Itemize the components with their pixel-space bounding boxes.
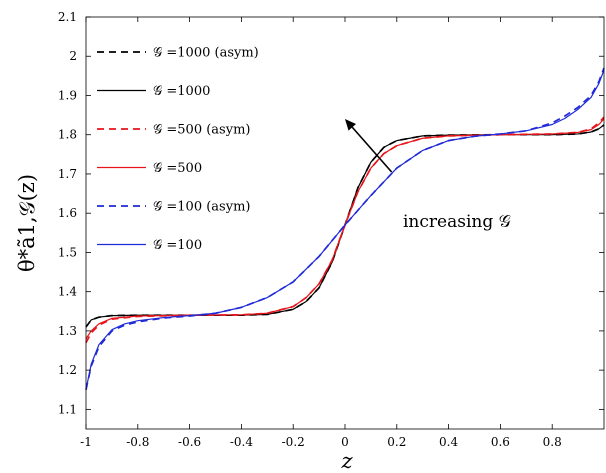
y-axis-label: θ*ã1,𝒢(z)	[15, 174, 39, 272]
legend-label: 𝒢 =1000	[153, 84, 210, 99]
x-tick-label: -1	[80, 435, 92, 449]
legend: 𝒢 =1000 (asym) 𝒢 =1000 𝒢 =500 (asym) 𝒢 =500…	[97, 46, 259, 253]
y-tick-label: 2	[69, 49, 77, 63]
y-axis-label-text: θ*ã1,𝒢(z)	[15, 174, 39, 272]
series-layer	[85, 67, 605, 390]
x-tick-label: -0.8	[126, 435, 149, 449]
y-tick-label: 1.9	[58, 88, 77, 102]
y-tick-label: 1.1	[58, 402, 77, 416]
y-tick-label: 1.2	[58, 363, 77, 377]
x-tick-label: 0.6	[491, 435, 510, 449]
x-tick-label: 0.2	[387, 435, 406, 449]
legend-label: 𝒢 =100 (asym)	[153, 200, 250, 215]
legend-label: 𝒢 =100	[153, 238, 202, 253]
x-tick-label: -0.6	[178, 435, 201, 449]
annotation: increasing 𝒢	[345, 119, 511, 232]
y-tick-label: 1.7	[58, 167, 77, 181]
x-tick-label: -0.4	[230, 435, 254, 449]
y-tick-label: 1.4	[58, 285, 77, 299]
series-line-5	[85, 67, 605, 390]
legend-label: 𝒢 =500 (asym)	[153, 123, 250, 138]
ticks-layer: -1 -0.8 -0.6 -0.4 -0.2 0 0.2 0.4 0.6 0.8 1.1 1.2 1.3…	[58, 10, 604, 449]
y-tick-label: 1.8	[58, 128, 77, 142]
y-tick-label: 2.1	[58, 10, 77, 24]
x-tick-label: -0.2	[282, 435, 305, 449]
series-line-6	[85, 69, 605, 390]
legend-label: 𝒢 =500	[153, 161, 202, 176]
y-tick-label: 1.5	[58, 245, 77, 259]
annotation-text: increasing 𝒢	[403, 212, 511, 232]
y-tick-label: 1.3	[58, 324, 77, 338]
x-tick-label: 0.8	[543, 435, 562, 449]
x-axis-label: z	[340, 449, 353, 473]
annotation-arrowhead	[345, 119, 357, 131]
x-tick-label: 0.4	[439, 435, 458, 449]
legend-label: 𝒢 =1000 (asym)	[153, 46, 259, 61]
annotation-arrow	[351, 126, 393, 173]
y-tick-label: 1.6	[58, 206, 77, 220]
x-tick-label: 0	[341, 435, 349, 449]
